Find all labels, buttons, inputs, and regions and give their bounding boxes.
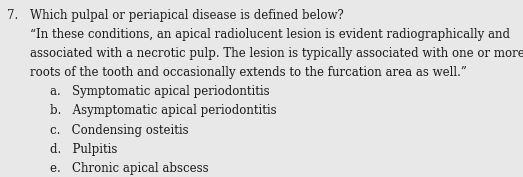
Text: 7.: 7.: [7, 9, 18, 22]
Text: Which pulpal or periapical disease is defined below?: Which pulpal or periapical disease is de…: [30, 9, 344, 22]
Text: c.   Condensing osteitis: c. Condensing osteitis: [50, 124, 188, 136]
Text: b.   Asymptomatic apical periodontitis: b. Asymptomatic apical periodontitis: [50, 104, 276, 117]
Text: e.   Chronic apical abscess: e. Chronic apical abscess: [50, 162, 208, 175]
Text: “In these conditions, an apical radiolucent lesion is evident radiographically a: “In these conditions, an apical radioluc…: [30, 28, 510, 41]
Text: d.   Pulpitis: d. Pulpitis: [50, 143, 117, 156]
Text: roots of the tooth and occasionally extends to the furcation area as well.”: roots of the tooth and occasionally exte…: [30, 66, 467, 79]
Text: a.   Symptomatic apical periodontitis: a. Symptomatic apical periodontitis: [50, 85, 269, 98]
Text: associated with a necrotic pulp. The lesion is typically associated with one or : associated with a necrotic pulp. The les…: [30, 47, 523, 60]
